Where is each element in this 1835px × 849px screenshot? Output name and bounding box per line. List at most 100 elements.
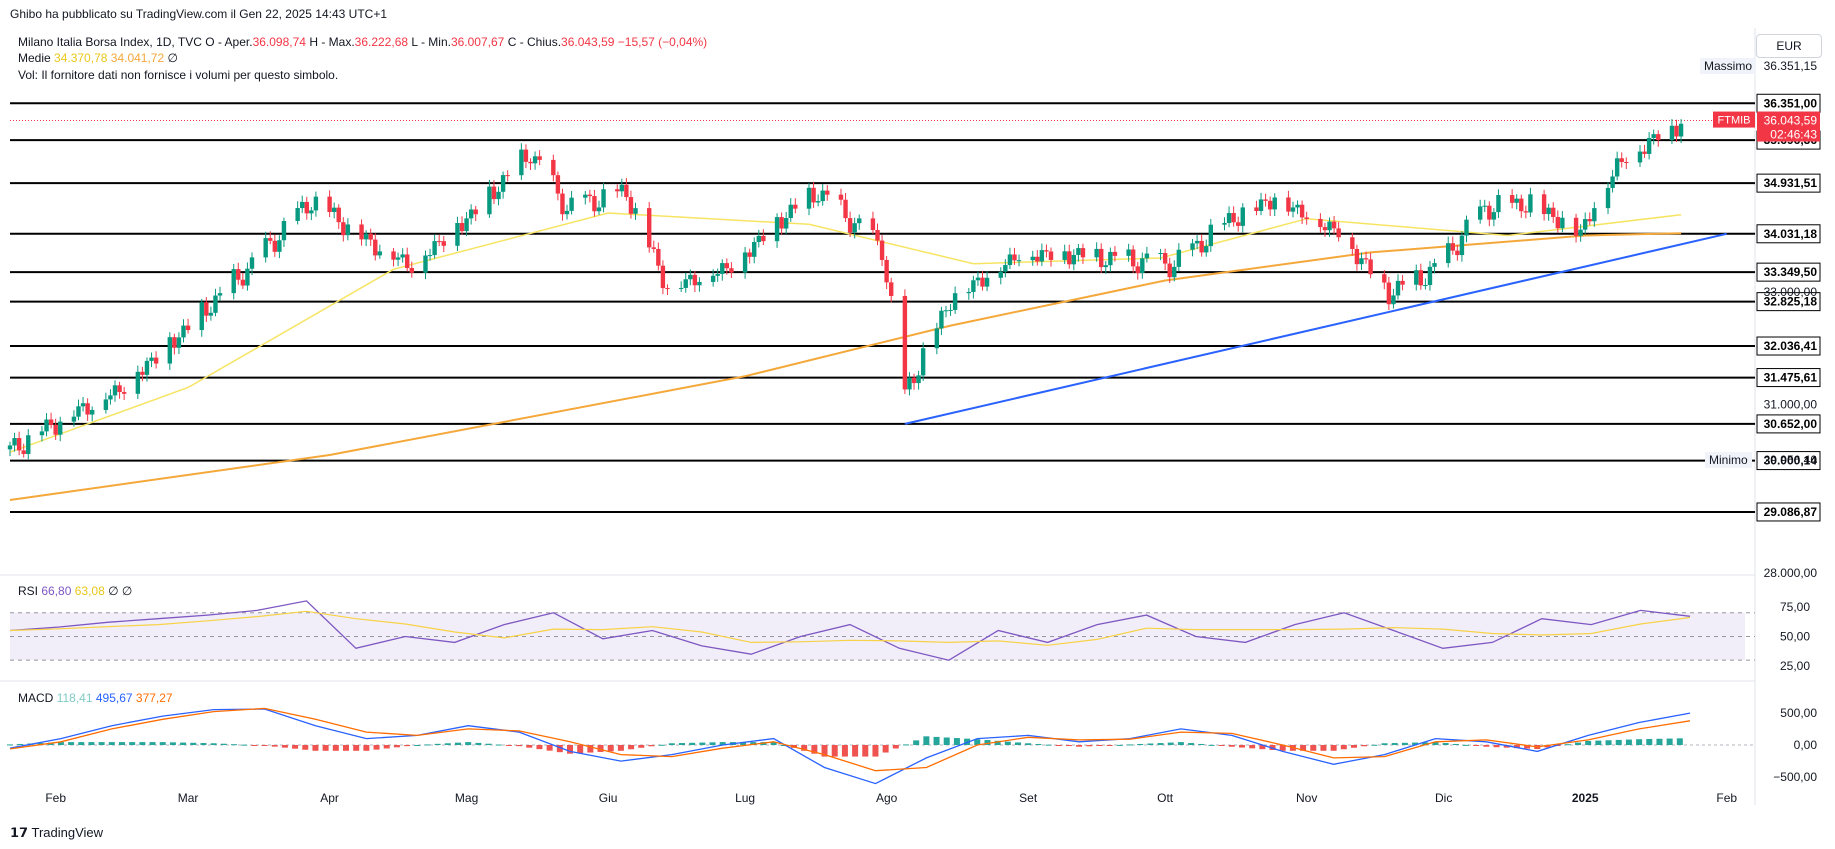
candle-body — [263, 238, 268, 258]
candle-body — [1528, 194, 1533, 213]
macd-hist-bar — [1127, 744, 1133, 746]
brand-label: TradingView — [31, 825, 104, 840]
candle-body — [185, 325, 191, 331]
level-label-box — [1756, 173, 1821, 193]
candle-body — [1044, 250, 1049, 252]
candle-body — [934, 328, 940, 349]
macd-legend[interactable]: MACD 118,41 495,67 377,27 — [18, 691, 173, 705]
macd-hist-bar — [129, 742, 136, 745]
macd-hist-bar — [1483, 745, 1490, 747]
candle-body — [1258, 199, 1264, 211]
candle-body — [359, 224, 364, 240]
macd-hist-bar — [98, 742, 105, 745]
macd-hist-bar — [516, 745, 523, 747]
candle-body — [441, 241, 446, 246]
ma-label: Medie — [18, 51, 51, 65]
candle-body — [1199, 240, 1204, 253]
macd-hist-bar — [383, 745, 390, 749]
trendline[interactable] — [904, 232, 1727, 425]
candle-body — [847, 218, 853, 233]
candle-body — [843, 199, 848, 219]
level-label-box — [1756, 262, 1821, 282]
macd-hist-bar — [597, 745, 604, 752]
candle-body — [692, 274, 698, 286]
macd-hist-bar — [444, 743, 451, 745]
candle-body — [464, 218, 469, 232]
ma-line[interactable]: Medie 34.370,78 34.041,72 ∅ — [18, 51, 178, 65]
candle-body — [724, 263, 730, 269]
macd-hist-bar — [220, 743, 227, 745]
candle-body — [761, 235, 766, 242]
max-label: Massimo — [1704, 59, 1753, 73]
macd-hist-bar — [882, 745, 889, 753]
candle-body — [1368, 259, 1373, 275]
candle-body — [825, 190, 830, 195]
currency-button[interactable]: EUR — [1756, 34, 1822, 58]
tradingview-logo[interactable]: 𝟭𝟳 TradingView — [10, 825, 103, 841]
publisher-text: Ghibo ha pubblicato su TradingView.com i… — [10, 7, 388, 21]
candle-body — [1030, 256, 1035, 261]
macd-hist-bar — [139, 742, 146, 745]
macd-hist-bar — [556, 745, 563, 753]
macd-hist-bar — [322, 745, 329, 751]
candle-body — [720, 263, 725, 274]
macd-hist-bar — [332, 745, 339, 751]
macd-hist-bar — [1361, 745, 1368, 747]
level-label: 33.349,50 — [1764, 265, 1818, 279]
candle-body — [1080, 248, 1086, 258]
rsi-legend[interactable]: RSI 66,80 63,08 ∅ ∅ — [18, 584, 132, 598]
macd-hist-bar — [1473, 745, 1480, 746]
candle-body — [528, 161, 533, 164]
candle-body — [948, 309, 953, 311]
vol-note: Vol: Il fornitore dati non fornisce i vo… — [18, 68, 338, 82]
macd-hist-bar — [1004, 741, 1011, 745]
x-tick: Lug — [735, 791, 755, 805]
candle-body — [537, 156, 542, 160]
candle-body — [300, 201, 305, 209]
candle-body — [1076, 248, 1081, 255]
macd-hist-bar — [668, 743, 675, 745]
macd-hist-bar — [271, 745, 278, 747]
macd-hist-bar — [495, 744, 502, 746]
candle-body — [1194, 240, 1200, 244]
candle-body — [1464, 219, 1469, 236]
macd-hist-bar — [1391, 743, 1398, 745]
rsi-extra: ∅ ∅ — [108, 584, 133, 598]
min-value: 29.956,40 — [1764, 453, 1818, 467]
macd-hist-bar — [933, 736, 940, 745]
macd-hist-bar — [699, 742, 706, 745]
candle-body — [44, 419, 49, 432]
macd-hist-bar — [17, 743, 24, 745]
candle-body — [1048, 251, 1054, 260]
candle-body — [875, 229, 880, 241]
candle-body — [1523, 211, 1529, 213]
candle-body — [1418, 270, 1424, 286]
candle-body — [176, 337, 182, 348]
candle-body — [468, 209, 474, 219]
candle-body — [811, 187, 816, 203]
macd-hist-bar — [68, 742, 75, 745]
macd-hist-bar — [1015, 742, 1021, 745]
macd-hist-bar — [1463, 744, 1469, 746]
macd-hist-bar — [841, 745, 848, 757]
macd-hist-bar — [689, 742, 696, 745]
candle-body — [564, 210, 570, 215]
level-label-box — [1756, 292, 1821, 312]
candle-body — [879, 240, 885, 260]
macd-hist-bar — [1259, 745, 1266, 750]
candle-body — [436, 241, 442, 243]
moving-averages — [9, 212, 1682, 501]
x-tick: Mag — [455, 791, 478, 805]
candle-body — [1263, 199, 1268, 201]
macd-hist-bar — [892, 745, 899, 749]
macd-hist-bar — [1432, 742, 1439, 745]
candle-body — [268, 238, 273, 241]
macd-hist-bar — [923, 736, 930, 745]
macd-hist-bar — [780, 745, 787, 746]
candle-body — [1354, 248, 1360, 265]
candle-body — [405, 254, 410, 268]
macd-hist-bar — [1646, 738, 1653, 745]
grid — [0, 28, 1756, 805]
candle-body — [1496, 195, 1501, 213]
macd-hist-bar — [393, 745, 400, 748]
